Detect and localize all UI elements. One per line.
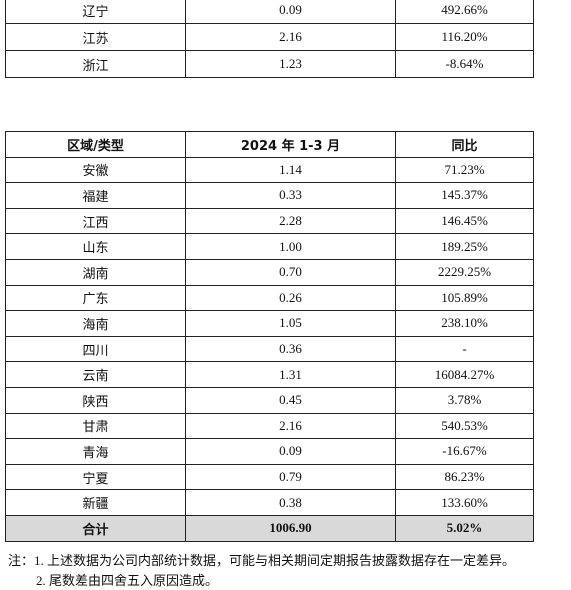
cell: 146.45% — [395, 207, 534, 235]
table-row: 四川 0.36- — [5, 335, 534, 363]
cell: 四川 — [5, 335, 186, 363]
cell: 1.31 — [185, 361, 396, 388]
cell: 145.37% — [395, 182, 534, 209]
cell: 0.70 — [185, 258, 396, 286]
cell: 1.23 — [185, 50, 396, 78]
header-cell: 2024 年 1-3 月 — [185, 131, 396, 158]
table-row: 浙江 1.23 -8.64% — [5, 50, 534, 78]
note: 注：1. 上述数据为公司内部统计数据，可能与相关期间定期报告披露数据存在一定差异… — [8, 553, 516, 568]
cell: 86.23% — [395, 463, 534, 491]
region-table: 区域/类型 2024 年 1-3 月同比 安徽 1.14 71.23% 福建 0.33 145… — [5, 131, 534, 542]
table-row: 湖南 0.70 2229.25% — [5, 258, 534, 286]
table-row: 安徽 1.14 71.23% — [5, 156, 534, 184]
cell: 1.05 — [185, 310, 396, 337]
cell: 116.20% — [395, 23, 534, 51]
cell: 0.45 — [185, 386, 396, 414]
cell: 0.38 — [185, 489, 396, 516]
cell: 189.25% — [395, 233, 534, 260]
table-row: 广东 0.26 105.89% — [5, 284, 534, 312]
table-row: 陕西 0.45 3.78% — [5, 386, 534, 414]
cell: 新疆 — [5, 489, 186, 516]
header-cell: 同比 — [395, 131, 534, 158]
cell: 合计 — [5, 514, 186, 542]
cell: 0.33 — [185, 182, 396, 209]
table-row: 宁夏 0.79 86.23% — [5, 463, 534, 491]
cell: 2.16 — [185, 412, 396, 440]
note: 2. 尾数差由四舍五入原因造成。 — [36, 573, 219, 588]
cell: 福建 — [5, 182, 186, 209]
table-row: 江西 2.28 146.45% — [5, 207, 534, 235]
cell: -8.64% — [395, 50, 534, 78]
cell: 江苏 — [5, 23, 186, 51]
cell: 辽宁 — [5, 0, 186, 24]
cell: 0.09 — [185, 438, 396, 465]
table-row: 海南 1.05 238.10% — [5, 310, 534, 337]
cell: 2.28 — [185, 207, 396, 235]
cell: 0.36 — [185, 335, 396, 363]
cell: 1.14 — [185, 156, 396, 184]
cell: 71.23% — [395, 156, 534, 184]
cell: 133.60% — [395, 489, 534, 516]
header-cell: 区域/类型 — [5, 131, 186, 158]
cell: 2.16 — [185, 23, 396, 51]
table-row: 辽宁 0.09 492.66% — [5, 0, 534, 24]
cell: 山东 — [5, 233, 186, 260]
cell: 3.78% — [395, 386, 534, 414]
cell: 16084.27% — [395, 361, 534, 388]
header-row: 区域/类型 2024 年 1-3 月同比 — [5, 131, 534, 158]
total: 合计 1006.90 5.02% — [5, 514, 534, 542]
top-table: 辽宁 0.09 492.66% 江苏 2.16 116.20% 浙江 1.23 -8.64% — [5, 0, 534, 78]
cell: 2229.25% — [395, 258, 534, 286]
cell: 青海 — [5, 438, 186, 465]
cell: 5.02% — [395, 514, 534, 542]
cell: 浙江 — [5, 50, 186, 78]
cell: 宁夏 — [5, 463, 186, 491]
cell: -16.67% — [395, 438, 534, 465]
cell: 0.79 — [185, 463, 396, 491]
cell: 0.26 — [185, 284, 396, 312]
cell: 540.53% — [395, 412, 534, 440]
cell: 238.10% — [395, 310, 534, 337]
cell: 1006.90 — [185, 514, 396, 542]
table-row: 甘肃 2.16 540.53% — [5, 412, 534, 440]
cell: 陕西 — [5, 386, 186, 414]
cell: 广东 — [5, 284, 186, 312]
cell: 492.66% — [395, 0, 534, 24]
cell: 江西 — [5, 207, 186, 235]
table-row: 新疆 0.38 133.60% — [5, 489, 534, 516]
cell: 云南 — [5, 361, 186, 388]
cell: 安徽 — [5, 156, 186, 184]
table-row: 青海 0.09 -16.67% — [5, 438, 534, 465]
cell: 1.00 — [185, 233, 396, 260]
table-row: 云南 1.31 16084.27% — [5, 361, 534, 388]
table-row: 山东 1.00 189.25% — [5, 233, 534, 260]
cell: 湖南 — [5, 258, 186, 286]
cell: 0.09 — [185, 0, 396, 24]
cell: 甘肃 — [5, 412, 186, 440]
cell: 海南 — [5, 310, 186, 337]
table-row: 福建 0.33 145.37% — [5, 182, 534, 209]
cell: 105.89% — [395, 284, 534, 312]
table-row: 江苏 2.16 116.20% — [5, 23, 534, 51]
cell: - — [395, 335, 534, 363]
